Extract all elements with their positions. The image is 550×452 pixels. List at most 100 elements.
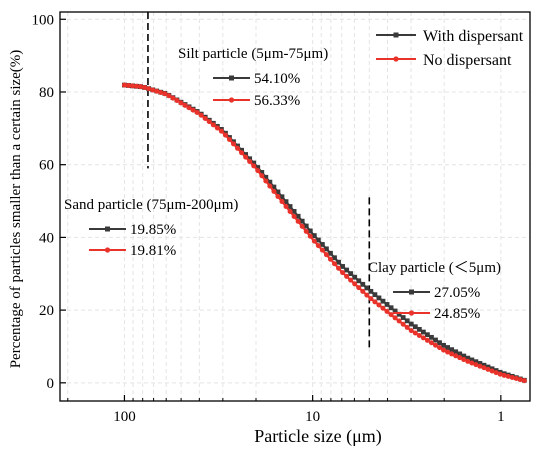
data-point — [521, 378, 527, 384]
annotation-clay-value-with-dispersant: 27.05% — [434, 285, 480, 301]
grid-lines — [60, 12, 530, 401]
data-point — [279, 194, 285, 200]
data-point — [437, 340, 442, 346]
data-point — [247, 158, 253, 164]
series-0 — [122, 82, 527, 383]
annotation-clay-circle-no-dispersant — [408, 310, 415, 316]
data-point — [416, 326, 422, 332]
data-point — [243, 152, 249, 157]
data-point — [372, 299, 378, 305]
data-point — [222, 132, 228, 138]
data-point — [275, 189, 281, 195]
data-point — [327, 256, 333, 262]
data-point — [259, 170, 265, 175]
annotation-sand-circle-no-dispersant — [104, 247, 111, 253]
data-point — [283, 204, 289, 210]
data-point — [299, 223, 305, 229]
data-point — [235, 145, 241, 151]
data-point — [166, 93, 172, 99]
data-point — [324, 246, 329, 252]
data-point — [364, 292, 370, 298]
data-point — [315, 237, 321, 243]
data-point — [473, 362, 479, 368]
x-axis-label: Particle size (μm) — [254, 426, 382, 447]
data-point — [275, 194, 281, 200]
data-point — [158, 89, 164, 95]
data-point — [218, 128, 224, 134]
data-point — [214, 125, 220, 131]
data-point — [412, 330, 418, 336]
legend: With dispersant No dispersant — [376, 28, 524, 69]
data-point — [303, 228, 309, 234]
data-point — [445, 349, 451, 355]
data-point — [226, 137, 232, 143]
data-point — [348, 277, 354, 283]
data-point — [497, 371, 503, 377]
data-point — [319, 242, 325, 247]
annotation-clay: Clay particle (＜5μm) 27.05% 24.85% — [368, 260, 501, 322]
data-point — [437, 345, 443, 351]
data-point — [392, 308, 398, 314]
data-point — [420, 329, 426, 335]
annotation-silt-title: Silt particle (5μm-75μm) — [178, 46, 328, 62]
axis-ticks: 0 20 40 60 80 100 100 10 1 — [32, 12, 505, 425]
data-point — [344, 267, 350, 273]
data-point — [513, 376, 519, 382]
data-point — [283, 199, 289, 205]
annotation-silt: Silt particle (5μm-75μm) 54.10% 56.33% — [178, 46, 328, 109]
x-tick-label: 10 — [305, 409, 320, 425]
data-point — [372, 292, 378, 298]
data-point — [142, 84, 148, 90]
data-point — [388, 312, 394, 318]
data-point — [263, 174, 269, 180]
data-point — [481, 365, 487, 371]
data-point — [384, 302, 390, 307]
data-point — [461, 357, 467, 363]
data-point — [198, 112, 204, 118]
data-point — [509, 374, 515, 380]
data-point — [279, 199, 285, 205]
data-point — [433, 337, 438, 343]
data-point — [174, 98, 180, 104]
data-point — [360, 288, 366, 294]
data-point — [328, 250, 333, 256]
annotation-clay-square-with-dispersant — [409, 289, 414, 295]
data-point — [465, 355, 471, 361]
y-axis-label: Percentage of particles smaller than a c… — [8, 50, 24, 369]
data-point — [315, 243, 321, 249]
data-point — [243, 154, 249, 160]
data-point — [473, 359, 479, 365]
data-point — [267, 183, 273, 189]
data-point — [336, 259, 341, 265]
legend-marker-no-dispersant — [393, 56, 399, 62]
data-point — [453, 353, 459, 359]
data-point — [352, 281, 358, 287]
data-point — [380, 305, 386, 311]
series-layer — [121, 82, 527, 384]
data-point — [449, 351, 455, 357]
data-point — [465, 358, 471, 364]
data-point — [210, 122, 216, 128]
data-point — [170, 95, 176, 101]
data-point — [400, 315, 406, 320]
data-point — [287, 204, 293, 209]
data-point — [287, 208, 293, 214]
data-point — [239, 150, 245, 156]
data-point — [356, 278, 362, 284]
data-point — [178, 100, 184, 106]
annotation-clay-value-no-dispersant: 24.85% — [434, 306, 480, 322]
data-point — [271, 188, 277, 194]
data-point — [247, 156, 253, 162]
data-point — [424, 337, 430, 343]
data-point — [408, 321, 414, 327]
series-line — [124, 83, 525, 382]
data-point — [340, 270, 346, 276]
data-point — [441, 342, 446, 348]
annotation-silt-value-no-dispersant: 56.33% — [254, 93, 300, 109]
annotation-sand: Sand particle (75μm-200μm) 19.85% 19.81% — [64, 197, 238, 259]
data-point — [307, 228, 313, 234]
data-point — [251, 160, 257, 166]
data-point — [388, 305, 394, 311]
data-point — [485, 366, 491, 372]
data-point — [425, 332, 430, 338]
